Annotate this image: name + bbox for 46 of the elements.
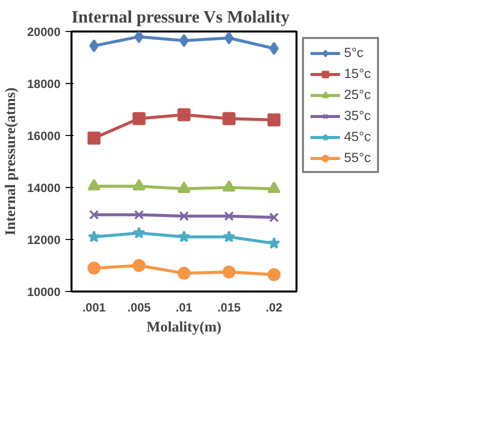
point [134, 210, 144, 220]
point [224, 32, 234, 44]
point [178, 108, 190, 122]
point [134, 32, 144, 44]
legend-label: 5°c [344, 45, 364, 60]
point [178, 266, 190, 280]
chart-title: Internal pressure Vs Molality [72, 8, 290, 26]
y-tick-label: 16000 [27, 129, 61, 143]
point [132, 226, 146, 238]
legend-label: 15°c [344, 66, 371, 81]
y-tick-label: 18000 [27, 77, 61, 91]
point [222, 112, 236, 126]
point [222, 230, 236, 242]
x-tick-label: .001 [82, 300, 106, 314]
x-axis-title: Molality(m) [146, 320, 222, 336]
point [132, 112, 146, 126]
y-tick-label: 20000 [27, 25, 61, 39]
x-tick-label: .01 [176, 300, 193, 314]
point [224, 211, 234, 221]
point [88, 262, 100, 275]
legend-label: 55°c [344, 150, 371, 165]
point [269, 212, 279, 222]
point [89, 210, 99, 220]
point [268, 113, 280, 126]
legend-label: 45°c [344, 129, 371, 144]
point [269, 42, 279, 55]
x-tick-label: .02 [266, 300, 283, 314]
point [179, 34, 189, 48]
point [222, 266, 236, 278]
point [268, 236, 280, 249]
y-tick-label: 10000 [27, 285, 61, 299]
y-tick-label: 14000 [27, 181, 61, 195]
x-tick-label: .005 [127, 300, 152, 314]
legend-label: 25°c [344, 87, 371, 102]
point [268, 268, 280, 282]
point [88, 132, 100, 145]
x-tick-label: .015 [217, 300, 242, 314]
legend-label: 35°c [344, 108, 371, 123]
point [178, 230, 190, 242]
point [89, 39, 99, 52]
point [222, 180, 236, 192]
point [179, 211, 189, 221]
y-axis-title: Internal pressure(atms) [3, 87, 20, 236]
point [132, 259, 146, 272]
y-tick-label: 12000 [27, 233, 61, 247]
point [88, 230, 100, 242]
